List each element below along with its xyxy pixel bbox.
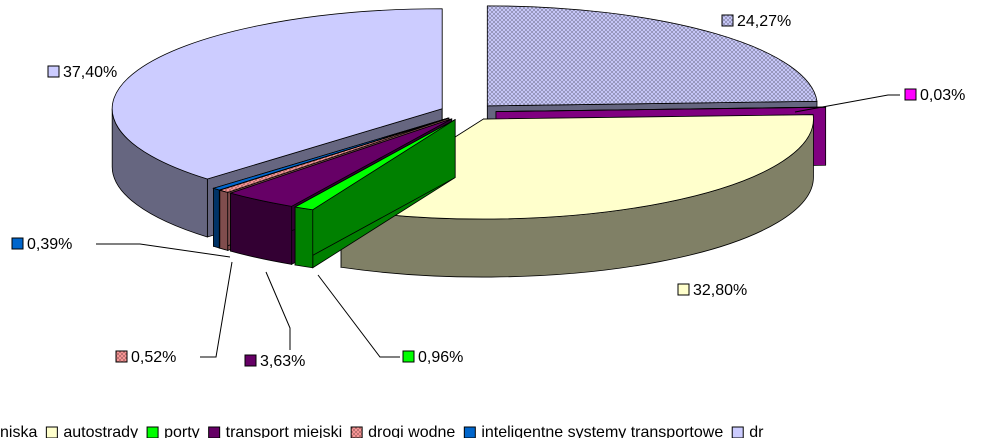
slice-wall: [294, 206, 314, 269]
legend-swatch: [350, 426, 363, 438]
data-label: 0,39%: [27, 236, 72, 253]
leader-line: [317, 274, 400, 358]
label-swatch: [677, 283, 690, 296]
legend-swatch: [463, 426, 476, 438]
label-swatch: [115, 350, 128, 363]
data-label: 3,63%: [260, 353, 305, 370]
leader-line: [96, 243, 231, 258]
data-label: 0,03%: [920, 87, 965, 104]
legend-label: drogi wodne: [368, 424, 455, 438]
label-swatch: [721, 14, 734, 27]
leader-line: [794, 94, 900, 113]
label-swatch: [11, 237, 24, 250]
legend-label: niska: [0, 424, 37, 438]
legend-swatch: [208, 426, 221, 438]
label-swatch: [904, 88, 917, 101]
data-label: 32,80%: [693, 282, 747, 299]
slice: [339, 114, 814, 220]
legend-label: autostrady: [63, 424, 138, 438]
slice: [218, 117, 450, 193]
data-label: 37,40%: [63, 64, 117, 81]
legend-label: transport miejski: [226, 424, 342, 438]
legend: niska autostrady porty transport miejski dro…: [0, 424, 764, 438]
slice: [229, 118, 452, 207]
legend-label: porty: [164, 424, 200, 438]
legend-swatch: [45, 426, 58, 438]
slice: [495, 106, 827, 113]
slice-wall: [219, 189, 229, 251]
label-swatch: [402, 350, 415, 363]
legend-swatch: [146, 426, 159, 438]
legend-label: inteligentne systemy transportowe: [481, 424, 723, 438]
label-swatch: [47, 65, 60, 78]
slice: [111, 8, 443, 180]
slice: [293, 119, 456, 211]
legend-label: dr: [749, 424, 764, 438]
data-label: 0,52%: [131, 349, 176, 366]
slice: [486, 5, 818, 107]
label-swatch: [244, 354, 257, 367]
data-label: 24,27%: [737, 13, 791, 30]
pie: [111, 5, 827, 278]
leader-line: [265, 271, 291, 350]
data-labels: 24,27% 0,03% 32,80% 0,96% 3,63% 0,52% 0,39% 37,…: [11, 13, 965, 370]
legend-swatch: [731, 426, 744, 438]
data-label: 0,96%: [418, 349, 463, 366]
leader-line: [200, 261, 233, 358]
slice-wall: [213, 187, 220, 249]
